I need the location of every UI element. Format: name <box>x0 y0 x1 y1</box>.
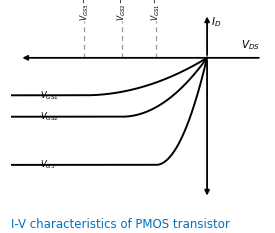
Text: I-V characteristics of PMOS transistor: I-V characteristics of PMOS transistor <box>11 218 230 231</box>
Text: $V_{DS}$: $V_{DS}$ <box>241 39 260 52</box>
Text: $V_{GS2}-V_{TH}$: $V_{GS2}-V_{TH}$ <box>116 0 128 21</box>
Text: $V_{GS1}$: $V_{GS1}$ <box>40 89 59 102</box>
Text: $V_{GS2}$: $V_{GS2}$ <box>40 110 59 123</box>
Text: $V_{GS1}-V_{TH}$: $V_{GS1}-V_{TH}$ <box>150 0 162 21</box>
Text: $V_{GS3}-V_{TH}$: $V_{GS3}-V_{TH}$ <box>78 0 90 21</box>
Text: $V_{G3}$: $V_{G3}$ <box>40 159 56 171</box>
Text: $I_D$: $I_D$ <box>211 15 222 29</box>
